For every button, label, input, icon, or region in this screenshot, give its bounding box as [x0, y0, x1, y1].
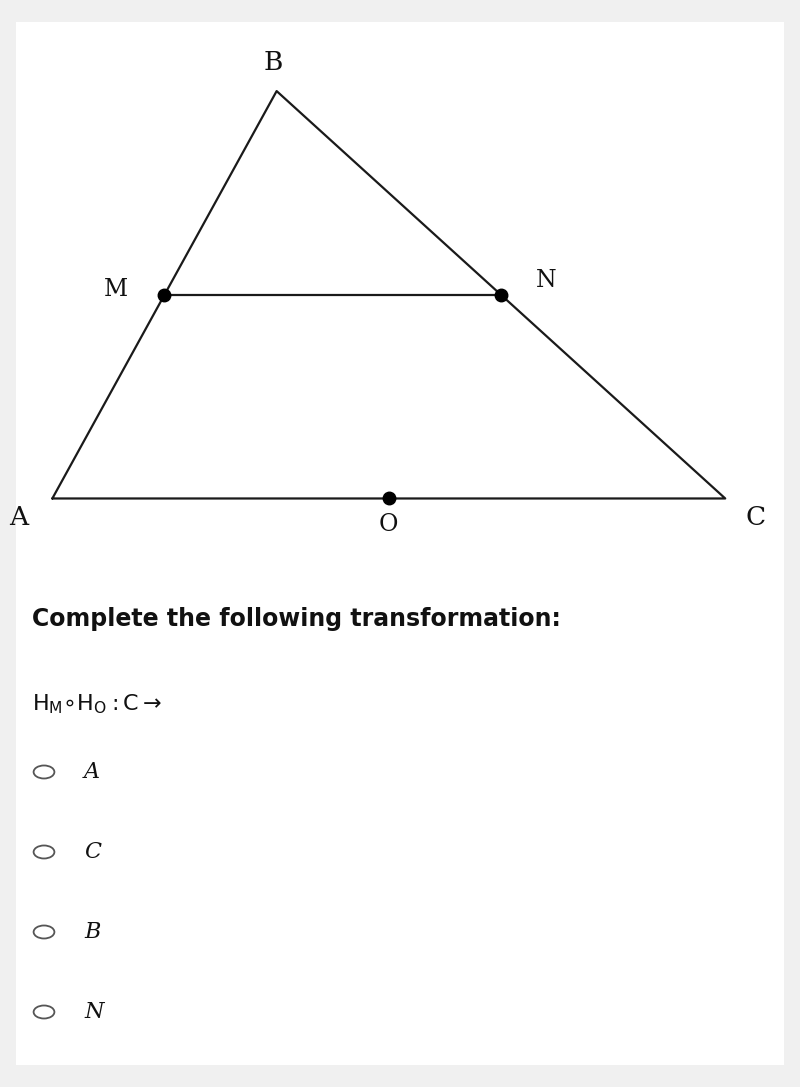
Text: B: B [84, 921, 100, 944]
Text: Complete the following transformation:: Complete the following transformation: [32, 607, 561, 630]
Text: N: N [535, 268, 556, 292]
Text: $\mathregular{H}_\mathregular{M}$$\circ$$\mathregular{H}_\mathregular{O}$$\mathr: $\mathregular{H}_\mathregular{M}$$\circ$… [32, 692, 162, 715]
Text: M: M [104, 278, 128, 301]
Text: A: A [9, 505, 28, 530]
Text: A: A [84, 761, 100, 783]
Text: C: C [745, 505, 766, 530]
Text: O: O [379, 513, 398, 536]
Text: B: B [263, 50, 282, 75]
Text: C: C [84, 841, 101, 863]
Text: N: N [84, 1001, 103, 1023]
